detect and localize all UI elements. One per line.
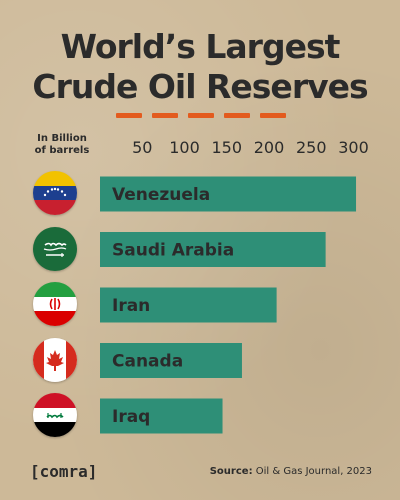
x-tick-label: 250 bbox=[296, 138, 327, 157]
x-tick-label: 300 bbox=[338, 138, 369, 157]
bar-category-label: Canada bbox=[112, 352, 183, 372]
bar-category-label: Iraq bbox=[112, 407, 150, 427]
x-tick-label: 200 bbox=[254, 138, 285, 157]
bar-category-label: Saudi Arabia bbox=[112, 241, 234, 261]
x-tick-label: 150 bbox=[211, 138, 242, 157]
brand-logo: [comra] bbox=[30, 462, 97, 481]
venezuela-flag-icon bbox=[33, 171, 77, 215]
iraq-flag-icon bbox=[33, 393, 77, 437]
bar-category-label: Venezuela bbox=[112, 185, 210, 205]
canada-flag-icon bbox=[33, 338, 77, 382]
saudi-arabia-flag-icon bbox=[33, 227, 77, 271]
source-note: Source: Oil & Gas Journal, 2023 bbox=[210, 466, 372, 477]
source-text: Oil & Gas Journal, 2023 bbox=[253, 466, 372, 477]
x-tick-label: 50 bbox=[132, 138, 152, 157]
source-label: Source: bbox=[210, 466, 253, 477]
x-tick-label: 100 bbox=[169, 138, 200, 157]
bar-category-label: Iran bbox=[112, 296, 150, 316]
iran-flag-icon bbox=[33, 282, 77, 326]
